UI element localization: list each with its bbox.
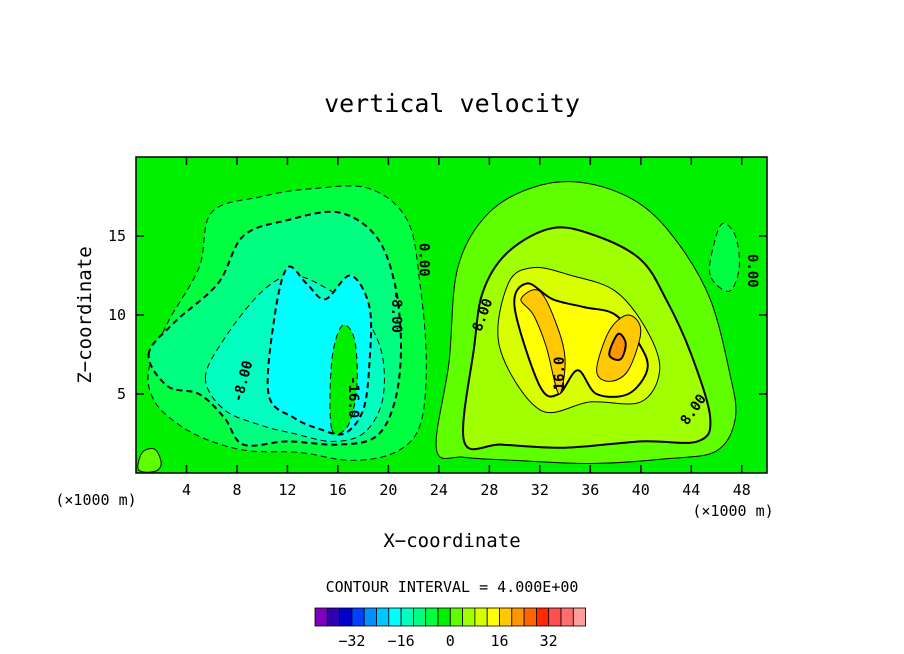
colorbar-swatch-20 [560,607,574,627]
contour-label-2: -8.00 [388,291,404,333]
x-axis-label: X−coordinate [383,530,520,552]
contour-label-6: 16.0 [552,357,568,391]
x-tick-label-4: 20 [379,481,397,499]
contour-region-updraft-4 [520,289,566,395]
x-units-left: (×1000 m) [55,491,136,509]
contour-region-misc-1 [137,448,162,473]
colorbar-swatch-6 [388,607,402,627]
colorbar-tick-label-3: 16 [490,632,508,650]
colorbar-swatch-4 [363,607,377,627]
colorbar-swatch-16 [511,607,525,627]
x-tick-label-6: 28 [480,481,498,499]
colorbar-swatch-14 [486,607,500,627]
colorbar [314,607,586,627]
contour-fills [137,181,740,473]
colorbar-swatch-18 [536,607,550,627]
x-tick-label-5: 24 [430,481,448,499]
y-tick-label-1: 10 [108,306,126,324]
contour-label-1: 0.00 [744,254,760,288]
colorbar-tick-label-0: −32 [338,632,365,650]
colorbar-tick-label-1: −16 [388,632,415,650]
colorbar-swatch-2 [339,607,353,627]
colorbar-swatch-13 [474,607,488,627]
colorbar-swatch-10 [437,607,451,627]
x-tick-label-10: 44 [682,481,700,499]
contour-region-updraft-6 [608,332,627,361]
colorbar-swatch-1 [326,607,340,627]
colorbar-swatch-8 [412,607,427,627]
contour-interval-text: CONTOUR INTERVAL = 4.000E+00 [326,578,579,596]
colorbar-swatch-5 [376,607,390,627]
colorbar-swatch-3 [351,607,365,627]
contour-label-0: 0.00 [416,243,432,277]
x-tick-label-2: 12 [278,481,296,499]
colorbar-tick-label-2: 0 [446,632,455,650]
y-tick-label-0: 5 [117,385,126,403]
y-axis-label: Z−coordinate [74,246,96,383]
x-tick-label-0: 4 [182,481,191,499]
x-tick-label-3: 16 [329,481,347,499]
x-tick-label-7: 32 [531,481,549,499]
x-tick-label-8: 36 [581,481,599,499]
colorbar-swatch-12 [462,607,476,627]
colorbar-swatch-9 [425,607,439,627]
x-tick-label-9: 40 [632,481,650,499]
colorbar-swatch-11 [449,607,463,627]
colorbar-swatch-19 [548,607,562,627]
y-tick-label-2: 15 [108,227,126,245]
colorbar-swatch-21 [572,607,586,627]
colorbar-swatch-0 [314,607,328,627]
contour-region-misc-0 [708,222,740,292]
contour-label-4: -16.0 [345,376,361,418]
x-tick-label-1: 8 [232,481,241,499]
colorbar-swatch-15 [499,607,513,627]
colorbar-tick-label-4: 32 [540,632,558,650]
colorbar-swatch-17 [523,607,537,627]
contour-region-downdraft-4 [329,324,358,435]
colorbar-tick-labels: −32 −16 0 16 32 [338,632,557,650]
x-units-right: (×1000 m) [692,502,773,520]
chart-title: vertical velocity [324,89,580,118]
x-axis-ticks: 4 8 12 16 20 24 28 32 36 40 44 48 [182,157,751,499]
colorbar-swatch-7 [400,607,414,627]
y-axis-ticks: 5 10 15 [108,227,767,403]
x-tick-label-11: 48 [733,481,751,499]
